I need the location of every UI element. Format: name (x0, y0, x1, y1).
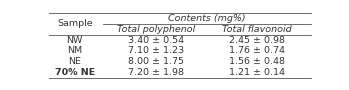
Text: Sample: Sample (57, 19, 92, 28)
Text: 7.10 ± 1.23: 7.10 ± 1.23 (128, 46, 184, 55)
Text: Contents (mg%): Contents (mg%) (169, 14, 246, 23)
Text: NM: NM (67, 46, 82, 55)
Text: 8.00 ± 1.75: 8.00 ± 1.75 (128, 57, 184, 66)
Text: 3.40 ± 0.54: 3.40 ± 0.54 (128, 36, 184, 45)
Text: Total polyphenol: Total polyphenol (117, 25, 195, 34)
Text: NW: NW (67, 36, 83, 45)
Text: 70% NE: 70% NE (54, 68, 95, 77)
Text: 2.45 ± 0.98: 2.45 ± 0.98 (229, 36, 285, 45)
Text: NE: NE (68, 57, 81, 66)
Text: 1.76 ± 0.74: 1.76 ± 0.74 (229, 46, 285, 55)
Text: Total flavonoid: Total flavonoid (223, 25, 292, 34)
Text: 1.56 ± 0.48: 1.56 ± 0.48 (229, 57, 285, 66)
Text: 1.21 ± 0.14: 1.21 ± 0.14 (229, 68, 285, 77)
Text: 7.20 ± 1.98: 7.20 ± 1.98 (128, 68, 184, 77)
